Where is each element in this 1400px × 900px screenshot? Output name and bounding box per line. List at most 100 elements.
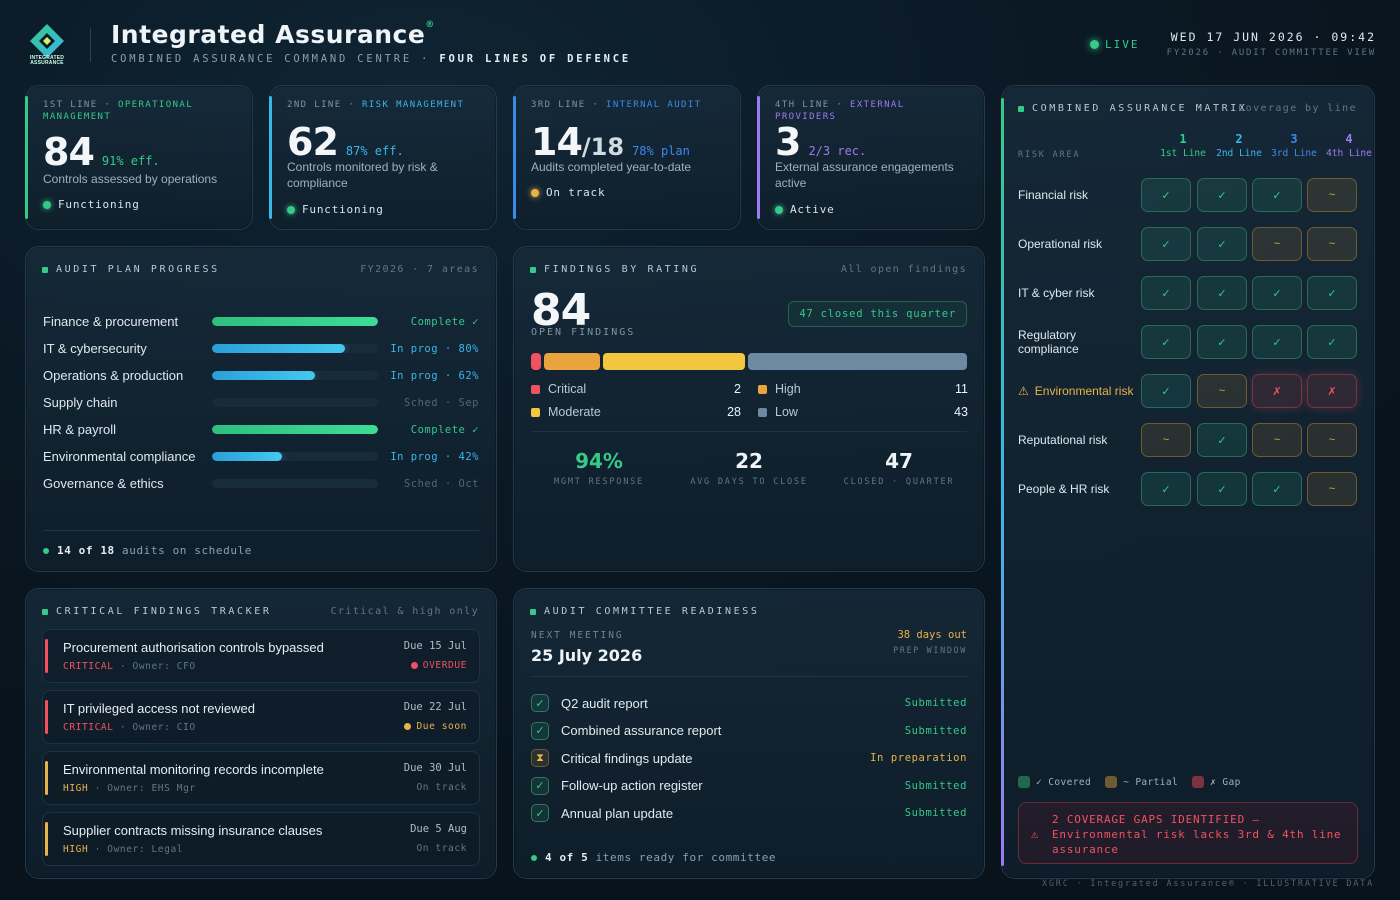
findings-stacked-bar: [531, 353, 967, 370]
matrix-row: ⚠ Environmental risk ✓ ~ ✗ ✗: [1018, 373, 1358, 409]
audit-plan-footer: 14 of 18 audits on schedule: [43, 544, 252, 557]
readiness-item-name: Follow-up action register: [561, 778, 703, 793]
coverage-cell[interactable]: ✓: [1141, 227, 1191, 261]
coverage-cell[interactable]: ~: [1197, 374, 1247, 408]
finding-item[interactable]: Supplier contracts missing insurance cla…: [42, 812, 480, 866]
coverage-cell[interactable]: ✗: [1307, 374, 1357, 408]
readiness-item-status: Submitted: [904, 697, 967, 709]
finding-item[interactable]: IT privileged access not reviewed CRITICA…: [42, 690, 480, 744]
open-findings-label: OPEN FINDINGS: [531, 327, 636, 338]
audit-plan-title: AUDIT PLAN PROGRESS: [42, 264, 220, 275]
risk-area-name: Reputational risk: [1018, 433, 1108, 447]
line-metric: 91% eff.: [101, 154, 160, 168]
finding-state: OVERDUE: [410, 660, 467, 671]
readiness-item[interactable]: ✓ Q2 audit report Submitted: [531, 691, 967, 715]
finding-item[interactable]: Environmental monitoring records incompl…: [42, 751, 480, 805]
readiness-item[interactable]: ✓ Follow-up action register Submitted: [531, 774, 967, 798]
finding-title: Supplier contracts missing insurance cla…: [63, 823, 323, 838]
coverage-cell[interactable]: ~: [1141, 423, 1191, 457]
readiness-item[interactable]: ⧗ Critical findings update In preparation: [531, 746, 967, 770]
audit-area-row[interactable]: Operations & production In prog · 62%: [43, 362, 479, 389]
findings-segment-low: [748, 353, 967, 370]
line-metric: 78% plan: [632, 144, 690, 158]
coverage-cell[interactable]: ✓: [1252, 276, 1302, 310]
matrix-legend-item: ~ Partial: [1105, 776, 1178, 788]
audit-plan-panel: AUDIT PLAN PROGRESS FY2026 · 7 areas Fin…: [25, 246, 497, 572]
check-icon[interactable]: ✓: [531, 776, 549, 795]
coverage-cell[interactable]: ✓: [1307, 325, 1357, 359]
check-icon[interactable]: ✓: [531, 694, 549, 712]
readiness-item[interactable]: ✓ Annual plan update Submitted: [531, 801, 967, 825]
coverage-cell[interactable]: ✓: [1252, 472, 1302, 506]
audit-status: Sched · Sep: [403, 396, 479, 409]
coverage-cell[interactable]: ✓: [1197, 423, 1247, 457]
audit-area-row[interactable]: IT & cybersecurity In prog · 80%: [43, 335, 479, 362]
legend-swatch-icon: [531, 407, 540, 417]
line-metric: 2/3 rec.: [808, 144, 867, 158]
audit-progress-fill: [212, 452, 282, 461]
readiness-title: AUDIT COMMITTEE READINESS: [530, 606, 760, 617]
audit-status: Complete ✓: [410, 315, 479, 328]
coverage-cell[interactable]: ✓: [1252, 178, 1302, 212]
hourglass-icon[interactable]: ⧗: [531, 749, 549, 767]
coverage-cell[interactable]: ✓: [1141, 325, 1191, 359]
next-meeting-label: NEXT MEETING: [531, 630, 624, 641]
coverage-cell[interactable]: ✓: [1197, 276, 1247, 310]
coverage-cell[interactable]: ✓: [1197, 227, 1247, 261]
coverage-cell[interactable]: ✓: [1307, 276, 1357, 310]
finding-meta: HIGH · Owner: Legal: [63, 844, 184, 855]
coverage-cell[interactable]: ✓: [1141, 374, 1191, 408]
coverage-cell[interactable]: ~: [1307, 227, 1357, 261]
finding-due: Due 30 Jul: [403, 762, 467, 774]
readiness-item-name: Combined assurance report: [561, 723, 722, 738]
header-context: FY2026 · AUDIT COMMITTEE VIEW: [1166, 48, 1376, 58]
coverage-cell[interactable]: ✗: [1252, 374, 1302, 408]
finding-meta: CRITICAL · Owner: CIO: [63, 722, 196, 733]
audit-area-row[interactable]: HR & payroll Complete ✓: [43, 416, 479, 443]
severity-bar: [45, 700, 48, 734]
audit-progress-fill: [212, 344, 345, 353]
line-status: Active: [775, 203, 835, 216]
finding-title: IT privileged access not reviewed: [63, 701, 255, 716]
audit-area-row[interactable]: Governance & ethics Sched · Oct: [43, 470, 479, 497]
line-description: Audits completed year-to-date: [531, 160, 692, 174]
status-dot-icon: [287, 205, 295, 214]
coverage-cell[interactable]: ✓: [1141, 472, 1191, 506]
coverage-cell[interactable]: ✓: [1197, 325, 1247, 359]
coverage-cell[interactable]: ✓: [1197, 178, 1247, 212]
finding-due: Due 22 Jul: [403, 701, 467, 713]
findings-segment-high: [544, 353, 601, 370]
audit-area-row[interactable]: Finance & procurement Complete ✓: [43, 308, 479, 335]
coverage-cell[interactable]: ~: [1307, 178, 1357, 212]
findings-title: FINDINGS BY RATING: [530, 264, 699, 275]
coverage-cell[interactable]: ~: [1307, 472, 1357, 506]
audit-progress-bar: [212, 317, 378, 326]
line-status: Functioning: [43, 198, 140, 211]
coverage-cell[interactable]: ✓: [1252, 325, 1302, 359]
line-description: Controls assessed by operations: [43, 172, 218, 186]
coverage-cell[interactable]: ✓: [1141, 276, 1191, 310]
legend-swatch-icon: [758, 384, 767, 394]
coverage-cell[interactable]: ✓: [1197, 472, 1247, 506]
legend-swatch-icon: [758, 407, 767, 417]
coverage-cell[interactable]: ~: [1252, 227, 1302, 261]
audit-area-row[interactable]: Environmental compliance In prog · 42%: [43, 443, 479, 470]
readiness-item[interactable]: ✓ Combined assurance report Submitted: [531, 719, 967, 743]
coverage-cell[interactable]: ~: [1252, 423, 1302, 457]
matrix-column-header: 1 1st Line: [1160, 132, 1206, 159]
check-icon[interactable]: ✓: [531, 804, 549, 822]
audit-area-row[interactable]: Supply chain Sched · Sep: [43, 389, 479, 416]
coverage-cell[interactable]: ~: [1307, 423, 1357, 457]
readiness-panel: AUDIT COMMITTEE READINESS NEXT MEETING 2…: [513, 588, 985, 879]
assurance-matrix-panel: COMBINED ASSURANCE MATRIX Coverage by li…: [1001, 85, 1375, 879]
audit-area-name: Finance & procurement: [43, 314, 179, 329]
audit-progress-fill: [212, 425, 378, 434]
risk-area-header: RISK AREA: [1018, 150, 1081, 160]
finding-item[interactable]: Procurement authorisation controls bypas…: [42, 629, 480, 683]
legend-moderate: Moderate 28: [531, 405, 741, 419]
coverage-cell[interactable]: ✓: [1141, 178, 1191, 212]
finding-meta: CRITICAL · Owner: CFO: [63, 661, 196, 672]
findings-segment-critical: [531, 353, 542, 370]
readiness-item-name: Annual plan update: [561, 805, 674, 821]
check-icon[interactable]: ✓: [531, 721, 549, 740]
